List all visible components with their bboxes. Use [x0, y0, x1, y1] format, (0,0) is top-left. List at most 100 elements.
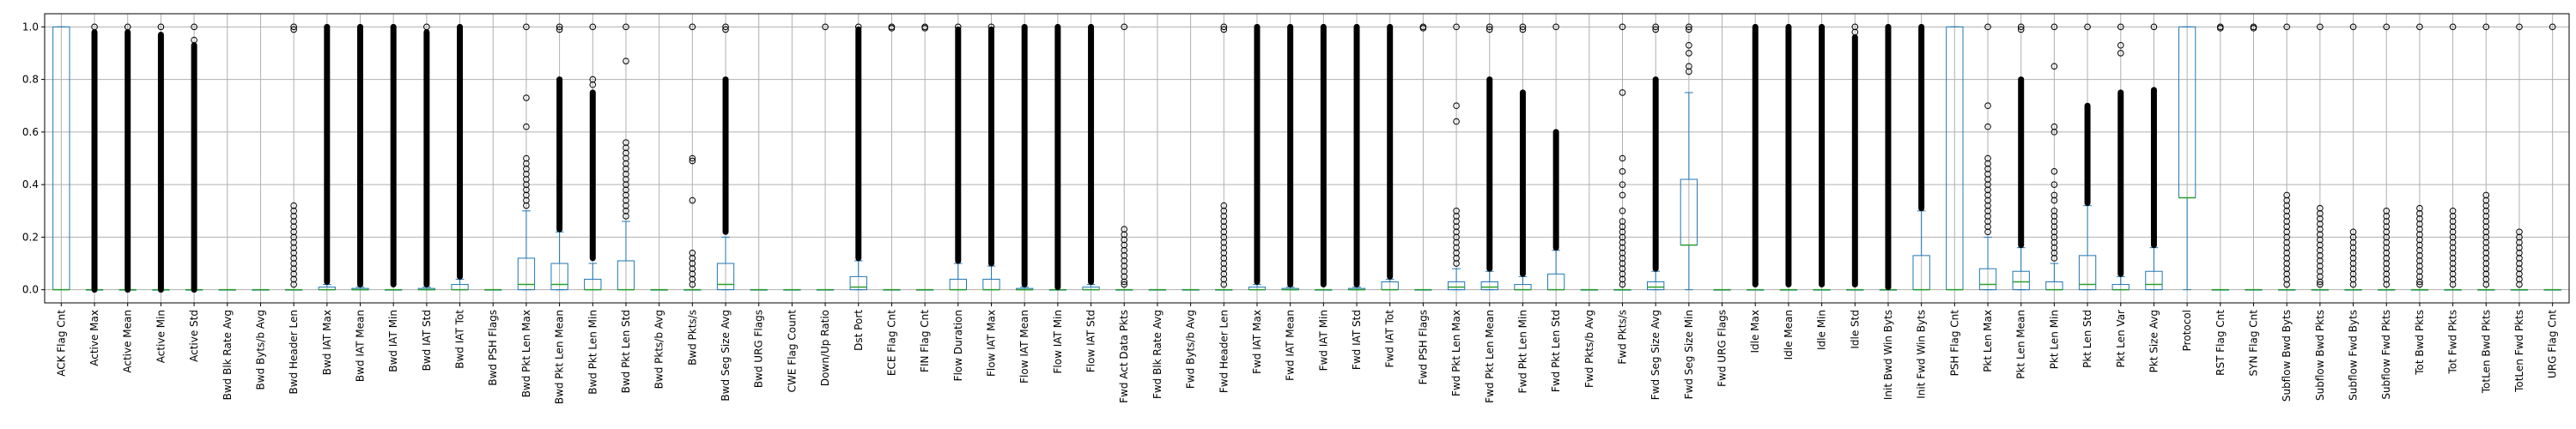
x-tick-label: Flow IAT Mean	[1018, 310, 1030, 384]
flier-point	[1984, 102, 1991, 110]
flier-point	[1519, 26, 1527, 33]
flier-point	[1686, 50, 1692, 57]
flier-point	[1485, 26, 1493, 33]
y-tick-label: 0.4	[22, 178, 39, 190]
flier-point	[523, 202, 530, 209]
flier-cluster	[1918, 23, 1925, 212]
flier-point	[589, 23, 597, 31]
box-52	[1779, 23, 1798, 291]
box-3	[152, 23, 170, 293]
flier-point	[2449, 281, 2457, 288]
flier-point	[2349, 23, 2357, 31]
box-9	[351, 23, 369, 291]
box-13	[484, 288, 502, 291]
box-29	[1016, 23, 1034, 291]
flier-point	[1686, 23, 1692, 31]
x-tick-label: TotLen Fwd Pkts	[2513, 310, 2525, 393]
flier-point	[124, 23, 131, 31]
flier-point	[1121, 278, 1128, 286]
x-tick-label: URG Flag Cnt	[2547, 310, 2559, 378]
x-tick-label: Fwd Pkts/b Avg	[1583, 310, 1595, 388]
x-tick-label: Fwd IAT Mean	[1285, 310, 1297, 381]
flier-point	[2516, 23, 2523, 31]
flier-point	[589, 81, 597, 88]
box-32	[1115, 23, 1133, 291]
y-axis: 0.0 0.2 0.4 0.6 0.8 1.0	[22, 21, 45, 296]
flier-point	[623, 57, 629, 64]
x-tick-label: Active Mean	[122, 310, 134, 373]
flier-point	[1419, 25, 1427, 32]
box-50	[1713, 288, 1731, 291]
flier-point	[2317, 281, 2324, 288]
flier-cluster	[1088, 23, 1095, 285]
flier-point	[1619, 281, 1626, 288]
flier-point	[1619, 89, 1626, 96]
flier-point	[1453, 260, 1460, 267]
flier-point	[1686, 68, 1692, 76]
x-tick-label: Tot Bwd Pkts	[2414, 310, 2426, 376]
flier-point	[556, 26, 563, 33]
box-63	[2145, 23, 2163, 291]
flier-point	[1453, 118, 1460, 125]
flier-point	[1984, 228, 1991, 236]
box-iqr	[1647, 281, 1665, 291]
box-51	[1747, 23, 1765, 291]
box-55	[1879, 23, 1898, 291]
box-28	[982, 23, 1000, 291]
flier-point	[2217, 25, 2224, 32]
box-35	[1215, 23, 1233, 291]
flier-point	[290, 281, 297, 288]
flier-cluster	[1054, 23, 1061, 291]
flier-point	[921, 25, 928, 32]
x-tick-label: Down/Up Ratio	[819, 310, 831, 386]
flier-cluster	[1353, 23, 1360, 288]
box-20	[716, 23, 735, 291]
x-tick-label: Fwd Pkt Len Std	[1550, 310, 1562, 392]
flier-point	[1619, 23, 1626, 31]
box-iqr	[1447, 281, 1466, 291]
x-tick-label: Fwd IAT Min	[1317, 310, 1329, 371]
flier-point	[2050, 23, 2058, 31]
box-73	[2477, 23, 2495, 291]
flier-cluster	[1819, 23, 1826, 288]
x-tick-label: CWE Flag Count	[786, 310, 798, 393]
flier-point	[1686, 26, 1692, 33]
x-tick-label: Bwd Pkt Len Min	[586, 310, 598, 395]
flier-point	[1220, 281, 1228, 288]
x-tick-label: Fwd URG Flags	[1716, 310, 1728, 387]
x-tick-label: Bwd Pkt Len Std	[620, 310, 632, 393]
flier-point	[2383, 281, 2391, 288]
flier-point	[822, 23, 829, 31]
y-tick-label: 0.8	[22, 74, 39, 86]
flier-point	[854, 23, 862, 31]
flier-point	[1652, 23, 1659, 31]
flier-point	[2349, 281, 2357, 288]
flier-point	[2383, 23, 2391, 31]
flier-point	[2516, 281, 2523, 288]
box-65	[2211, 23, 2229, 291]
flier-cluster	[357, 23, 363, 288]
x-tick-label: Bwd Byts/b Avg	[254, 310, 266, 390]
flier-point	[2117, 41, 2124, 49]
flier-cluster	[1885, 23, 1892, 291]
flier-cluster	[324, 23, 331, 285]
flier-point	[2150, 23, 2158, 31]
x-tick-label: RST Flag Cnt	[2215, 310, 2227, 376]
flier-point	[722, 26, 729, 33]
flier-point	[423, 23, 430, 31]
flier-point	[2017, 26, 2025, 33]
flier-point	[1619, 154, 1626, 162]
box-23	[816, 23, 835, 291]
flier-point	[2549, 23, 2556, 31]
x-tick-label: Tot Fwd Pkts	[2447, 310, 2459, 374]
box-10	[385, 23, 403, 291]
box-72	[2444, 23, 2462, 291]
flier-point	[2283, 281, 2290, 288]
box-27	[949, 23, 967, 291]
box-6	[252, 288, 270, 291]
flier-point	[1485, 23, 1493, 31]
box-31	[1082, 23, 1100, 291]
x-tick-label: Flow Duration	[952, 310, 964, 381]
box-46	[1580, 288, 1598, 291]
flier-point	[1619, 181, 1626, 188]
